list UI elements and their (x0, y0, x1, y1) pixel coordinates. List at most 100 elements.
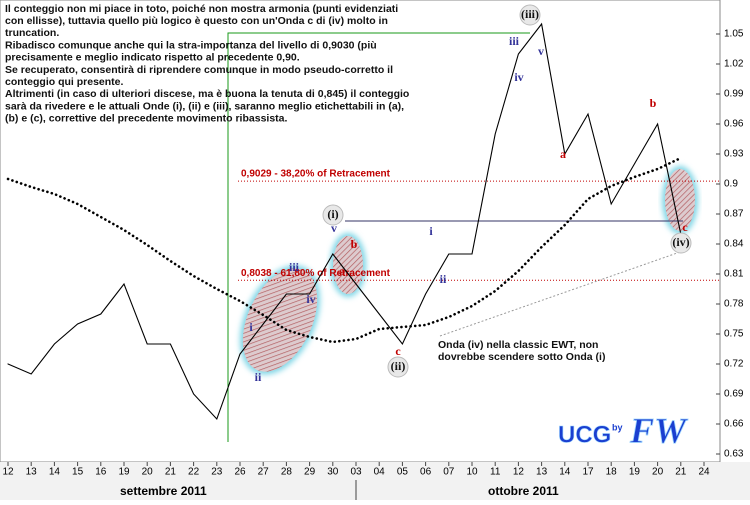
y-tick-label: 0.87 (724, 209, 744, 220)
wave-label: c (682, 220, 688, 234)
wave-label: a (339, 264, 345, 278)
retracement-label: 0,8038 - 61,80% of Retracement (241, 268, 391, 279)
wave-label: (ii) (391, 359, 406, 373)
logo-left: UCG (558, 421, 611, 448)
x-tick-label: 12 (2, 467, 14, 478)
logo: UCG by FW (556, 410, 716, 456)
annotation-text: sarà da rivedere e le attuali Onde (i), … (5, 100, 404, 112)
x-tick-label: 21 (165, 467, 177, 478)
x-tick-label: 03 (350, 467, 362, 478)
y-tick-label: 0.66 (724, 419, 744, 430)
x-tick-label: 19 (118, 467, 130, 478)
x-tick-label: 07 (443, 467, 455, 478)
x-tick-label: 12 (513, 467, 525, 478)
x-tick-label: 16 (95, 467, 107, 478)
x-tick-label: 24 (698, 467, 710, 478)
annotation-text: precisamente e meglio indicato rispetto … (5, 52, 300, 64)
y-tick-label: 0.96 (724, 119, 744, 130)
y-tick-label: 0.63 (724, 449, 744, 460)
wave-label: ii (440, 272, 447, 286)
y-tick-label: 0.69 (724, 389, 744, 400)
y-tick-label: 0.93 (724, 149, 744, 160)
wave-label: i (249, 320, 253, 334)
label-bubble (322, 204, 344, 226)
x-tick-label: 19 (629, 467, 641, 478)
label-bubble (670, 232, 692, 254)
label-bubble (519, 4, 541, 26)
annotation-text: Altrimenti (in caso di ulteriori discese… (5, 88, 409, 100)
x-tick-label: 04 (374, 467, 386, 478)
x-tick-label: 26 (234, 467, 246, 478)
x-tick-label: 05 (397, 467, 409, 478)
x-tick-label: 27 (258, 467, 270, 478)
y-tick-label: 0.81 (724, 269, 744, 280)
y-tick-label: 0.84 (724, 239, 744, 250)
note-text: Onda (iv) nella classic EWT, non (438, 339, 598, 351)
x-tick-label: 20 (142, 467, 154, 478)
x-tick-label: 28 (281, 467, 293, 478)
annotation-text: con ellisse), tuttavia quello più logico… (5, 15, 388, 27)
wave-label: ii (255, 370, 262, 384)
wave-label: b (351, 237, 358, 251)
logo-bg (556, 412, 716, 456)
annotation-text: (b) e (c), correttive del precedente mov… (5, 113, 288, 125)
annotation-text: Il conteggio non mi piace in toto, poich… (5, 3, 398, 15)
x-tick-label: 18 (606, 467, 618, 478)
wave-label: a (560, 147, 566, 161)
series-line (7, 22, 682, 421)
wave-label: b (650, 96, 657, 110)
y-tick-label: 1.05 (724, 29, 744, 40)
label-bubble (387, 356, 409, 378)
wave-label: i (429, 224, 433, 238)
ellipse (665, 169, 695, 231)
x-tick-label: 30 (327, 467, 339, 478)
wave-label: (i) (327, 207, 338, 221)
y-tick-label: 0.75 (724, 329, 744, 340)
ellipse (333, 236, 363, 294)
x-tick-label: 23 (211, 467, 223, 478)
wave-iii-projection (227, 32, 530, 442)
x-tick-label: 06 (420, 467, 432, 478)
y-tick-label: 1.02 (724, 59, 744, 70)
wave-label: (iv) (672, 235, 689, 249)
annotation-text: Ribadisco comunque anche qui la stra-imp… (5, 39, 377, 51)
x-tick-label: 21 (675, 467, 687, 478)
x-tick-label: 17 (582, 467, 594, 478)
wave-label: v (538, 44, 544, 58)
x-tick-label: 11 (490, 467, 501, 478)
annotation-text: truncation. (5, 27, 59, 39)
x-tick-label: 13 (26, 467, 38, 478)
y-tick-label: 0.78 (724, 299, 744, 310)
x-tick-label: 14 (49, 467, 61, 478)
y-tick-label: 0.99 (724, 89, 744, 100)
x-tick-label: 29 (304, 467, 316, 478)
annotation-text: Se recuperato, consentirà di riprendere … (5, 64, 393, 76)
month-label: ottobre 2011 (488, 484, 559, 498)
x-tick-label: 13 (536, 467, 548, 478)
plot-area (0, 0, 721, 463)
axis-band (0, 462, 750, 500)
wave-label: (iii) (521, 7, 539, 21)
wave-label: iii (289, 260, 300, 274)
wave-label: iv (306, 292, 315, 306)
logo-by: by (612, 422, 623, 432)
wave-label: v (331, 221, 337, 235)
series-line (6, 156, 683, 344)
logo-right: FW (629, 410, 689, 450)
wave-label: iii (509, 34, 520, 48)
x-tick-label: 14 (559, 467, 571, 478)
wave-label: iv (514, 70, 523, 84)
x-tick-label: 20 (652, 467, 664, 478)
retracement-label: 0,9029 - 38,20% of Retracement (241, 169, 391, 180)
wave-label: c (395, 344, 401, 358)
annotation-text: conteggio qui presente. (5, 76, 124, 88)
month-label: settembre 2011 (120, 484, 207, 498)
x-tick-label: 10 (466, 467, 478, 478)
x-tick-label: 22 (188, 467, 200, 478)
y-tick-label: 0.72 (724, 359, 744, 370)
x-tick-label: 15 (72, 467, 84, 478)
y-tick-label: 0.9 (724, 179, 738, 190)
note-text: dovrebbe scendere sotto Onda (i) (438, 351, 605, 363)
